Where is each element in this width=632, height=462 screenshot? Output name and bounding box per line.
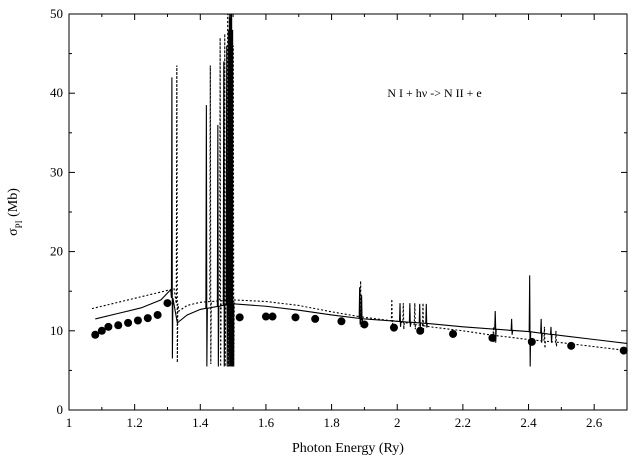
x-tick-label: 2.2 <box>455 415 471 430</box>
data-point <box>114 321 123 330</box>
data-point <box>124 318 133 327</box>
data-point <box>91 330 100 339</box>
data-point <box>389 323 398 332</box>
x-tick-label: 1.8 <box>323 415 339 430</box>
data-point <box>235 313 244 322</box>
data-point <box>104 322 113 331</box>
data-point <box>153 310 162 319</box>
data-point <box>619 346 628 355</box>
data-point <box>488 333 497 342</box>
y-tick-label: 30 <box>50 164 63 179</box>
data-point <box>527 337 536 346</box>
y-tick-label: 50 <box>50 6 63 21</box>
dotted-series-line <box>91 14 627 367</box>
x-tick-label: 1.6 <box>258 415 275 430</box>
y-tick-label: 20 <box>50 244 63 259</box>
data-point <box>291 313 300 322</box>
data-point <box>337 317 346 326</box>
y-tick-label: 10 <box>50 323 63 338</box>
plot-frame <box>68 13 628 411</box>
data-point <box>567 341 576 350</box>
x-tick-label: 2.6 <box>586 415 603 430</box>
y-axis-title-symbol: σ <box>6 228 21 236</box>
y-axis: 0 10 20 30 40 50 <box>50 6 627 417</box>
reaction-annotation: N I + hν -> N II + e <box>387 86 481 100</box>
experimental-points <box>91 299 628 355</box>
x-axis-title: Photon Energy (Ry) <box>292 441 404 456</box>
x-tick-label: 1 <box>66 415 73 430</box>
data-point <box>143 314 152 323</box>
data-point <box>163 299 172 308</box>
x-axis: 1 1.2 1.4 1.6 1.8 2 2.2 2.4 2.6 <box>66 14 603 430</box>
y-tick-label: 40 <box>50 85 63 100</box>
series-layer <box>91 14 628 367</box>
y-axis-title: σPI (Mb) <box>6 188 24 236</box>
y-tick-label: 0 <box>57 402 64 417</box>
x-tick-label: 1.4 <box>192 415 209 430</box>
x-tick-label: 2.4 <box>520 415 537 430</box>
data-point <box>311 314 320 323</box>
data-point <box>97 326 106 335</box>
y-axis-title-unit: (Mb) <box>6 188 21 221</box>
data-point <box>416 326 425 335</box>
x-tick-label: 1.2 <box>127 415 143 430</box>
y-axis-title-subscript: PI <box>14 220 24 228</box>
data-point <box>449 329 458 338</box>
solid-series-line <box>95 14 627 367</box>
data-point <box>268 312 277 321</box>
data-point <box>133 316 142 325</box>
data-point <box>261 312 270 321</box>
data-point <box>360 320 369 329</box>
x-tick-label: 2 <box>394 415 401 430</box>
